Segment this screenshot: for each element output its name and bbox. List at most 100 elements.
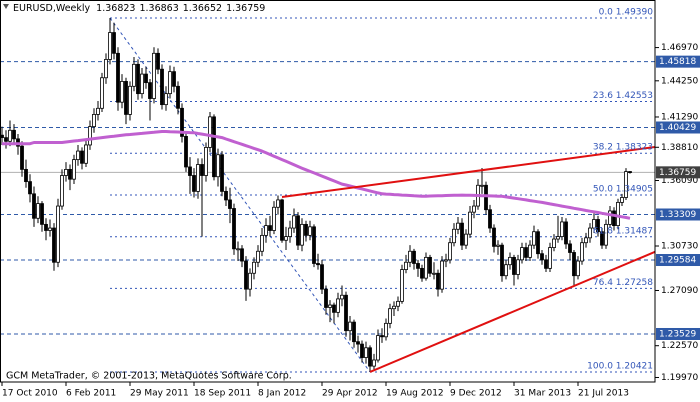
candle-body [356,341,360,345]
candle-body [72,159,76,180]
candle-body [292,215,296,229]
candle-body [480,184,484,187]
candle-body [44,223,48,231]
fibo-label: 76.4 1.27258 [593,278,653,288]
chart-header: EURUSD,Weekly 1.36823 1.36863 1.36652 1.3675… [13,3,265,14]
candle-body [172,71,176,87]
candle-body [540,253,544,261]
x-tick-label: 6 Feb 2011 [66,389,116,399]
close-value: 1.36759 [226,3,265,14]
candle-body [360,343,364,358]
candle-body [20,145,24,170]
candle-body [608,210,612,225]
x-tick-label: 31 Mar 2013 [514,389,571,399]
candle-body [180,107,184,137]
candle-body [580,242,584,262]
candle-body [600,231,604,246]
candle-body [552,238,556,248]
candle-body [364,347,368,358]
candle-body [88,126,92,146]
low-value: 1.36652 [183,3,222,14]
candle-body [192,175,196,192]
x-tick-label: 29 Apr 2012 [322,389,378,399]
candle-body [620,197,624,203]
candle-body [252,261,256,274]
candle-body [628,171,632,173]
candle-body [420,267,424,279]
candle-body [448,242,452,261]
candle-body [76,150,80,161]
candle-body [340,294,344,300]
level-box [656,254,700,267]
candle-body [108,32,112,60]
candle-body [24,168,28,183]
candle-body [532,231,536,246]
candle-body [144,73,148,84]
x-tick-label: 17 Oct 2010 [2,389,58,399]
candle-body [376,335,380,361]
candle-body [584,237,588,244]
candle-body [416,263,420,269]
level-box [656,121,700,134]
candle-body [384,322,388,338]
candle-body [284,236,288,241]
candle-body [500,244,504,277]
candle-body [320,264,324,290]
x-tick-label: 8 Jan 2012 [258,389,306,399]
candle-body [160,68,164,106]
candle-body [288,227,292,237]
footer: GCM MetaTrader, © 2001-2013, MetaQuotes … [6,371,292,382]
candle-body [596,219,600,233]
candle-body [612,210,616,227]
candle-body [132,63,136,87]
candle-body [456,222,460,230]
candle-body [368,347,372,367]
candle-body [624,171,628,198]
candle-body [276,199,280,208]
candle-body [372,359,376,367]
candle-body [120,81,124,103]
candle-body [216,154,220,178]
candle-body [508,256,512,266]
candle-body [392,305,396,310]
x-tick-label: 21 Jul 2013 [578,389,629,399]
candle-body [164,93,168,106]
fibo-label: 100.0 1.20421 [587,361,653,371]
candle-body [224,190,228,201]
candle-body [304,223,308,236]
x-tick-label: 9 Dec 2012 [450,389,502,399]
candle-body [204,147,208,176]
level-label: 1.33309 [659,210,696,220]
candle-body [112,32,116,54]
fibo-label: 0.0 1.49390 [599,8,654,18]
candle-body [116,52,120,103]
candle-body [36,203,40,219]
candle-body [168,71,172,95]
candle-body [324,288,328,308]
plot-frame [0,0,656,383]
candle-body [472,205,476,213]
candle-body [84,144,88,164]
candle-body [412,250,416,264]
candle-body [468,211,472,235]
candle-body [316,263,320,266]
level-label: 1.23529 [659,329,696,339]
candle-body [220,154,224,192]
candle-body [4,137,8,142]
candle-body [536,231,540,255]
candle-body [100,77,104,109]
candle-body [280,199,284,241]
candle-body [184,136,188,168]
x-tick-label: 18 Sep 2011 [194,389,251,399]
candle-body [308,226,312,236]
candle-body [200,164,204,176]
candle-body [176,85,180,109]
candle-body [436,272,440,290]
candle-body [156,52,160,70]
y-tick-label: 1.19970 [661,373,698,383]
chart-icon [3,4,9,9]
candle-body [488,209,492,229]
candle-body [408,250,412,263]
level-box [656,55,700,68]
candle-body [28,181,32,195]
